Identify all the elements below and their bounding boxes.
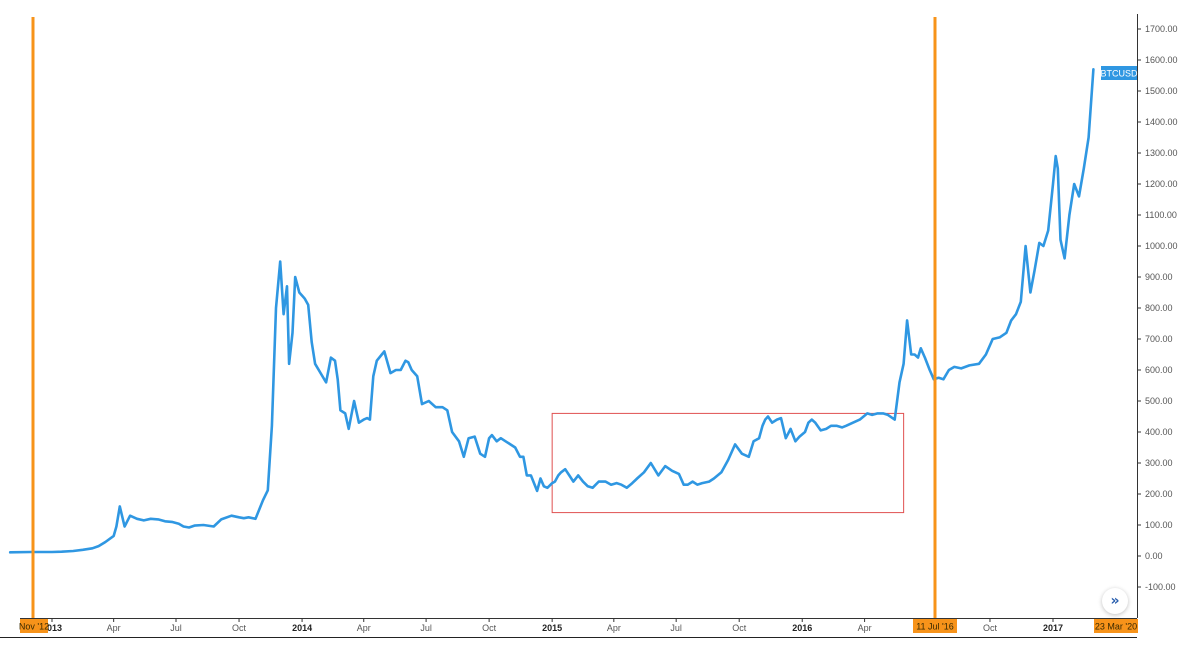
x-tick-label: 2013 xyxy=(42,623,62,633)
y-axis: 1700.00 1600.00 1500.00 1400.00 1300.00 1200.… xyxy=(1137,14,1178,618)
x-tick-label: Apr xyxy=(357,623,371,633)
x-tick-label: 2017 xyxy=(1043,623,1063,633)
x-tick-label: 2014 xyxy=(292,623,312,633)
vertical-marker-lines xyxy=(31,17,937,618)
y-tick-label: 1400.00 xyxy=(1145,117,1178,127)
y-tick-label: 1100.00 xyxy=(1145,210,1177,220)
vertical-marker-flag: Nov '12 xyxy=(19,619,49,633)
x-tick-label: Apr xyxy=(858,623,872,633)
y-tick-label: 1300.00 xyxy=(1145,148,1178,158)
y-tick-label: 200.00 xyxy=(1145,489,1173,499)
y-tick-label: -100.00 xyxy=(1145,582,1176,592)
vertical-marker-flag-label: 23 Mar '20 xyxy=(1095,622,1137,632)
x-tick-label: 2015 xyxy=(542,623,562,633)
y-tick-label: 0.00 xyxy=(1145,551,1163,561)
x-tick-label: Apr xyxy=(607,623,621,633)
y-tick-label: 100.00 xyxy=(1145,520,1173,530)
vertical-marker-flag-box xyxy=(20,619,48,633)
y-tick-label: 1600.00 xyxy=(1145,55,1178,65)
y-tick-label: 300.00 xyxy=(1145,458,1173,468)
y-tick-label: 800.00 xyxy=(1145,303,1173,313)
x-axis: 2013 Apr Jul Oct 2014 Apr Jul Oct 2015 Apr Jul Oct 2… xyxy=(0,618,1137,638)
y-tick-label: 1500.00 xyxy=(1145,86,1178,96)
y-tick-label: 500.00 xyxy=(1145,396,1173,406)
y-tick-label: 700.00 xyxy=(1145,334,1173,344)
y-tick-label: 1000.00 xyxy=(1145,241,1178,251)
x-tick-label: Oct xyxy=(232,623,247,633)
x-tick-label: 2016 xyxy=(792,623,812,633)
y-tick-label: 900.00 xyxy=(1145,272,1173,282)
x-tick-label: Oct xyxy=(732,623,747,633)
symbol-label: BTCUSD xyxy=(1100,66,1138,80)
btcusd-price-line xyxy=(8,68,1095,554)
y-tick-label: 400.00 xyxy=(1145,427,1173,437)
vertical-marker-flag: 11 Jul '16 xyxy=(913,619,957,633)
x-tick-label: Oct xyxy=(983,623,998,633)
x-tick-label: Jul xyxy=(670,623,682,633)
plot-area[interactable] xyxy=(0,0,1137,618)
y-tick-label: 600.00 xyxy=(1145,365,1173,375)
x-tick-label: Jul xyxy=(170,623,182,633)
vertical-marker-flag-label: Nov '12 xyxy=(19,622,49,632)
scroll-to-realtime-button[interactable]: » xyxy=(1102,588,1128,614)
vertical-marker-flag: 23 Mar '20 xyxy=(1094,619,1138,633)
symbol-label-text: BTCUSD xyxy=(1100,69,1138,79)
x-tick-label: Jul xyxy=(420,623,432,633)
vertical-marker-flag-label: 11 Jul '16 xyxy=(916,622,954,632)
y-tick-label: 1700.00 xyxy=(1145,24,1178,34)
x-tick-label: Oct xyxy=(482,623,497,633)
consolidation-highlight-box xyxy=(551,412,905,514)
symbol-label-box xyxy=(1101,66,1137,80)
y-tick-label: 1200.00 xyxy=(1145,179,1178,189)
vertical-marker-flag-box xyxy=(1094,619,1138,633)
vertical-marker-labels: Nov '12 11 Jul '16 23 Mar '20 xyxy=(19,619,1138,633)
x-tick-label: Apr xyxy=(107,623,121,633)
vertical-marker-flag-box xyxy=(913,619,957,633)
